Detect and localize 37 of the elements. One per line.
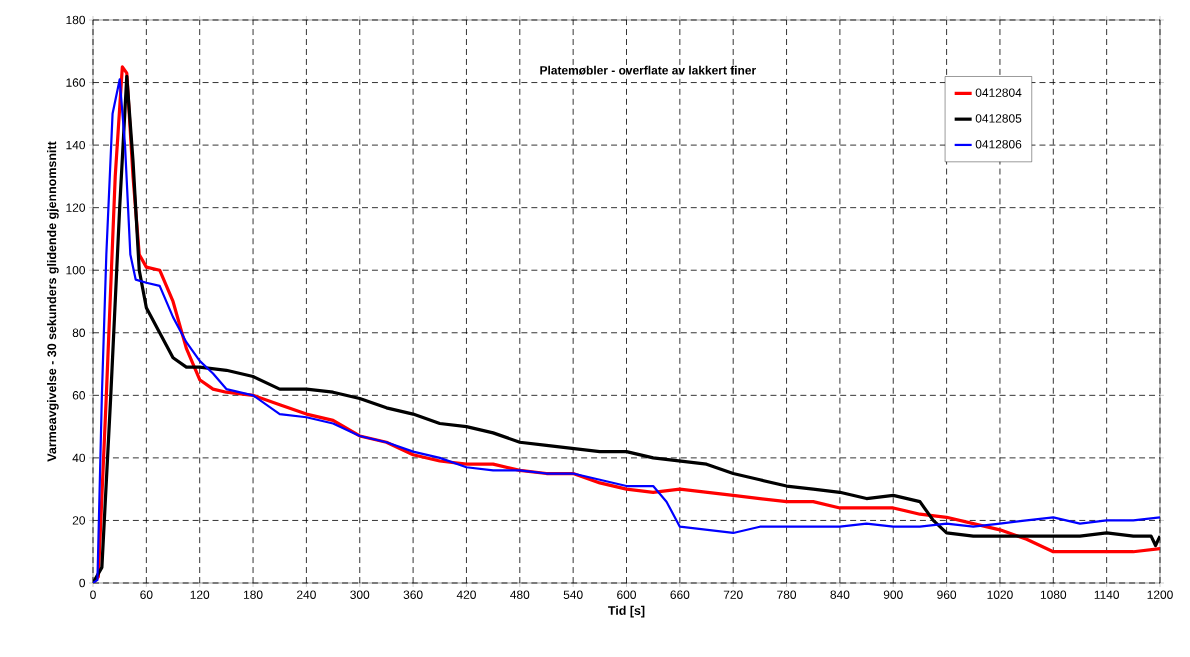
x-tick-label: 180	[243, 590, 263, 599]
y-tick-label: 60	[72, 391, 86, 400]
x-tick-label: 360	[403, 590, 423, 599]
legend-label: 0412806	[975, 140, 1022, 149]
x-tick-label: 420	[456, 590, 476, 599]
y-tick-label: 140	[66, 140, 86, 150]
x-tick-label: 1200	[1147, 590, 1173, 599]
y-tick-label: 80	[72, 328, 86, 337]
y-tick-label: 160	[66, 78, 86, 87]
y-tick-label: 100	[66, 265, 86, 275]
x-tick-label: 480	[510, 590, 530, 599]
x-tick-label: 300	[350, 590, 370, 599]
legend-label: 0412804	[975, 88, 1022, 97]
x-tick-label: 1080	[1040, 590, 1067, 599]
x-tick-label: 0	[90, 590, 96, 599]
text: Platemøbler - overflate av lakkert finer	[540, 65, 756, 75]
x-tick-label: 720	[723, 590, 743, 599]
y-tick-label: 20	[72, 516, 86, 525]
x-tick-label: 840	[830, 590, 850, 599]
y-tick-label: 0	[79, 578, 86, 588]
y-tick-label: 120	[66, 203, 86, 212]
x-tick-label: 960	[937, 590, 957, 599]
x-tick-label: 780	[777, 590, 797, 599]
x-tick-label: 1140	[1094, 590, 1120, 599]
y-axis-title: Varmeavgivelse - 30 sekunders glidende gjennomsnitt	[47, 141, 59, 462]
x-tick-label: 1020	[987, 590, 1013, 599]
y-tick-label: 40	[72, 453, 86, 463]
x-tick-label: 900	[883, 590, 903, 599]
x-tick-label: 540	[563, 590, 583, 599]
x-tick-label: 120	[190, 590, 210, 599]
x-tick-label: 60	[140, 590, 153, 599]
x-tick-label: 660	[670, 590, 690, 599]
x-axis-title: Tid [s]	[608, 605, 645, 618]
legend-label: 0412805	[975, 114, 1022, 123]
y-tick-label: 180	[66, 15, 86, 25]
x-tick-label: 240	[297, 590, 316, 599]
x-tick-label: 600	[617, 590, 637, 599]
